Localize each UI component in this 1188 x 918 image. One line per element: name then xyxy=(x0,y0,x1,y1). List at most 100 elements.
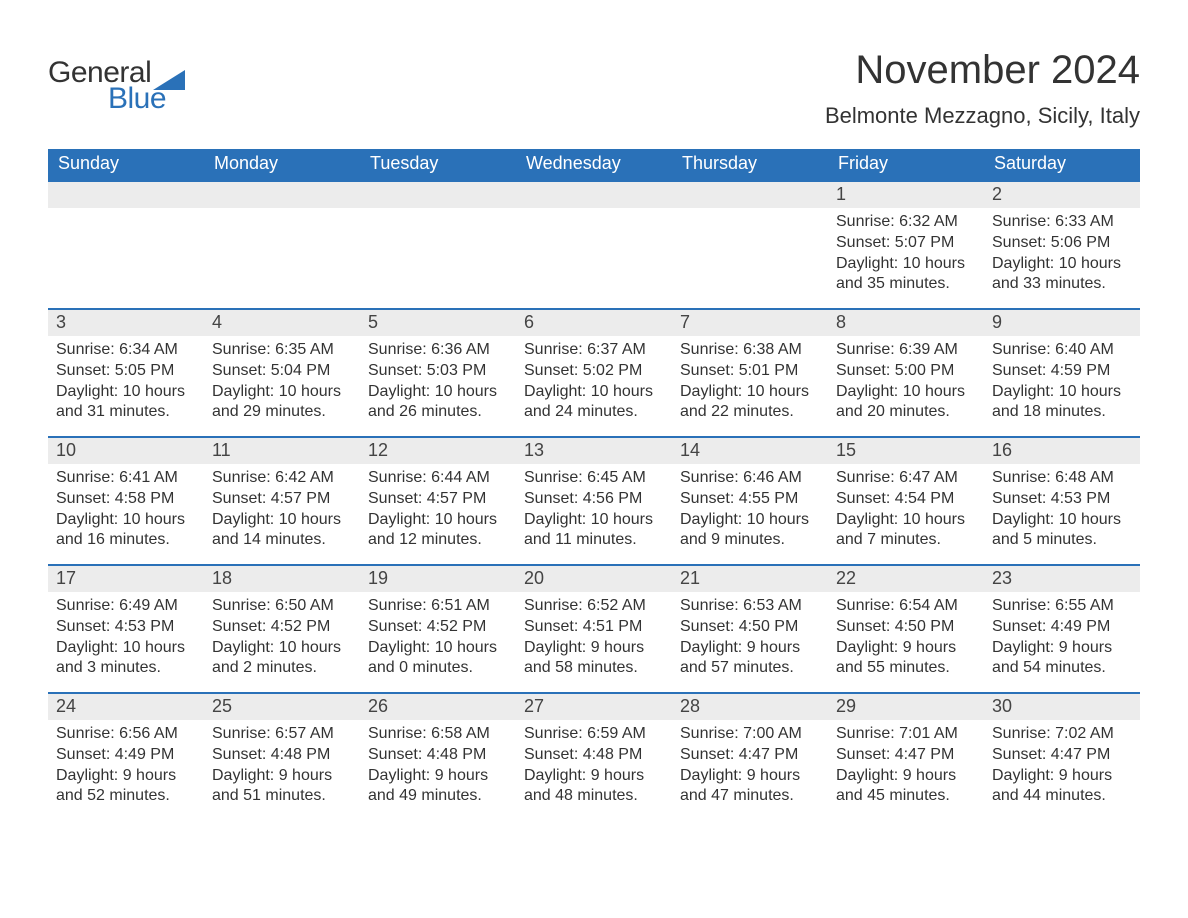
sunrise-line: Sunrise: 6:39 AM xyxy=(836,340,976,361)
day-number: 1 xyxy=(828,182,984,208)
sunrise-line: Sunrise: 6:32 AM xyxy=(836,212,976,233)
day-body: Sunrise: 6:42 AMSunset: 4:57 PMDaylight:… xyxy=(204,464,360,557)
day-number: 6 xyxy=(516,310,672,336)
daylight-line-2: and 26 minutes. xyxy=(368,402,508,423)
sunrise-line: Sunrise: 7:01 AM xyxy=(836,724,976,745)
sunset-line: Sunset: 4:52 PM xyxy=(212,617,352,638)
day-header: Sunday xyxy=(48,149,204,181)
week-row: 24Sunrise: 6:56 AMSunset: 4:49 PMDayligh… xyxy=(48,693,1140,821)
day-number: 21 xyxy=(672,566,828,592)
sunrise-line: Sunrise: 6:54 AM xyxy=(836,596,976,617)
day-cell: 26Sunrise: 6:58 AMSunset: 4:48 PMDayligh… xyxy=(360,693,516,821)
daylight-line-2: and 20 minutes. xyxy=(836,402,976,423)
sunset-line: Sunset: 5:03 PM xyxy=(368,361,508,382)
sunrise-line: Sunrise: 6:55 AM xyxy=(992,596,1132,617)
sunrise-line: Sunrise: 6:46 AM xyxy=(680,468,820,489)
day-cell: 7Sunrise: 6:38 AMSunset: 5:01 PMDaylight… xyxy=(672,309,828,437)
day-number: 18 xyxy=(204,566,360,592)
daylight-line-2: and 3 minutes. xyxy=(56,658,196,679)
daylight-line-2: and 54 minutes. xyxy=(992,658,1132,679)
week-row: 1 Sunrise: 6:32 AMSunset: 5:07 PM Daylight… xyxy=(48,181,1140,309)
daylight-line-1: Daylight: 9 hours xyxy=(56,766,196,787)
day-body: Sunrise: 6:51 AMSunset: 4:52 PMDaylight:… xyxy=(360,592,516,685)
sunrise-line: Sunrise: 6:34 AM xyxy=(56,340,196,361)
day-cell: 27Sunrise: 6:59 AMSunset: 4:48 PMDayligh… xyxy=(516,693,672,821)
day-number: 16 xyxy=(984,438,1140,464)
day-cell: 9Sunrise: 6:40 AMSunset: 4:59 PMDaylight… xyxy=(984,309,1140,437)
day-number: 13 xyxy=(516,438,672,464)
page-header: General Blue November 2024 Belmonte Mezz… xyxy=(48,48,1140,141)
sunrise-line: Sunrise: 6:42 AM xyxy=(212,468,352,489)
day-number: 2 xyxy=(984,182,1140,208)
day-number: 25 xyxy=(204,694,360,720)
daylight-line-1: Daylight: 10 hours xyxy=(524,510,664,531)
daylight-line-2: and 18 minutes. xyxy=(992,402,1132,423)
calendar-table: Sunday Monday Tuesday Wednesday Thursday… xyxy=(48,149,1140,821)
daylight-line-2: and 5 minutes. xyxy=(992,530,1132,551)
daylight-line-2: and 44 minutes. xyxy=(992,786,1132,807)
day-header: Tuesday xyxy=(360,149,516,181)
sunrise-line: Sunrise: 7:00 AM xyxy=(680,724,820,745)
calendar-body: 1 Sunrise: 6:32 AMSunset: 5:07 PM Daylight… xyxy=(48,181,1140,821)
daylight-line-1: Daylight: 9 hours xyxy=(368,766,508,787)
day-number: 30 xyxy=(984,694,1140,720)
sunrise-line: Sunrise: 6:44 AM xyxy=(368,468,508,489)
sunset-line: Sunset: 4:59 PM xyxy=(992,361,1132,382)
daylight-line-2: and 11 minutes. xyxy=(524,530,664,551)
sunrise-line: Sunrise: 6:58 AM xyxy=(368,724,508,745)
sunset-line: Sunset: 4:49 PM xyxy=(56,745,196,766)
day-body: Sunrise: 6:33 AMSunset: 5:06 PMDaylight:… xyxy=(984,208,1140,301)
daylight-line-1: Daylight: 10 hours xyxy=(992,254,1132,275)
sunset-line: Sunset: 4:47 PM xyxy=(836,745,976,766)
daylight-line-2: and 47 minutes. xyxy=(680,786,820,807)
day-cell: 29Sunrise: 7:01 AMSunset: 4:47 PMDayligh… xyxy=(828,693,984,821)
sunset-line: Sunset: 4:49 PM xyxy=(992,617,1132,638)
sunrise-line: Sunrise: 6:41 AM xyxy=(56,468,196,489)
sunset-line: Sunset: 4:48 PM xyxy=(524,745,664,766)
daylight-line-2: and 45 minutes. xyxy=(836,786,976,807)
day-body: Sunrise: 6:59 AMSunset: 4:48 PMDaylight:… xyxy=(516,720,672,813)
sunrise-line: Sunrise: 6:38 AM xyxy=(680,340,820,361)
sunset-line: Sunset: 5:07 PM xyxy=(836,233,976,254)
daylight-line-2: and 0 minutes. xyxy=(368,658,508,679)
sunset-line: Sunset: 4:57 PM xyxy=(368,489,508,510)
day-cell: 3Sunrise: 6:34 AMSunset: 5:05 PMDaylight… xyxy=(48,309,204,437)
day-cell: 25Sunrise: 6:57 AMSunset: 4:48 PMDayligh… xyxy=(204,693,360,821)
sunrise-line: Sunrise: 6:53 AM xyxy=(680,596,820,617)
day-cell: 12Sunrise: 6:44 AMSunset: 4:57 PMDayligh… xyxy=(360,437,516,565)
daylight-line-1: Daylight: 10 hours xyxy=(524,382,664,403)
sunrise-line: Sunrise: 6:56 AM xyxy=(56,724,196,745)
sunrise-line: Sunrise: 7:02 AM xyxy=(992,724,1132,745)
sunset-line: Sunset: 4:58 PM xyxy=(56,489,196,510)
sunset-line: Sunset: 4:52 PM xyxy=(368,617,508,638)
day-number: 24 xyxy=(48,694,204,720)
day-number: 17 xyxy=(48,566,204,592)
day-body: Sunrise: 6:41 AMSunset: 4:58 PMDaylight:… xyxy=(48,464,204,557)
sunset-line: Sunset: 4:55 PM xyxy=(680,489,820,510)
day-header: Friday xyxy=(828,149,984,181)
day-cell: 21Sunrise: 6:53 AMSunset: 4:50 PMDayligh… xyxy=(672,565,828,693)
daylight-line-1: Daylight: 9 hours xyxy=(992,766,1132,787)
daylight-line-2: and 29 minutes. xyxy=(212,402,352,423)
day-number: 19 xyxy=(360,566,516,592)
daylight-line-1: Daylight: 10 hours xyxy=(56,510,196,531)
day-number: 10 xyxy=(48,438,204,464)
sunrise-line: Sunrise: 6:51 AM xyxy=(368,596,508,617)
sunset-line: Sunset: 4:57 PM xyxy=(212,489,352,510)
sunset-line: Sunset: 4:47 PM xyxy=(680,745,820,766)
sunrise-line: Sunrise: 6:59 AM xyxy=(524,724,664,745)
day-number: 26 xyxy=(360,694,516,720)
day-header-row: Sunday Monday Tuesday Wednesday Thursday… xyxy=(48,149,1140,181)
daylight-line-1: Daylight: 10 hours xyxy=(56,638,196,659)
day-cell xyxy=(360,181,516,309)
daylight-line-1: Daylight: 10 hours xyxy=(212,382,352,403)
sunset-line: Sunset: 4:47 PM xyxy=(992,745,1132,766)
daylight-line-1: Daylight: 10 hours xyxy=(680,382,820,403)
sunset-line: Sunset: 5:04 PM xyxy=(212,361,352,382)
day-cell xyxy=(204,181,360,309)
daylight-line-2: and 55 minutes. xyxy=(836,658,976,679)
sunset-line: Sunset: 4:48 PM xyxy=(212,745,352,766)
sunrise-line: Sunrise: 6:47 AM xyxy=(836,468,976,489)
daylight-line-1: Daylight: 9 hours xyxy=(836,638,976,659)
day-body: Sunrise: 6:53 AMSunset: 4:50 PMDaylight:… xyxy=(672,592,828,685)
